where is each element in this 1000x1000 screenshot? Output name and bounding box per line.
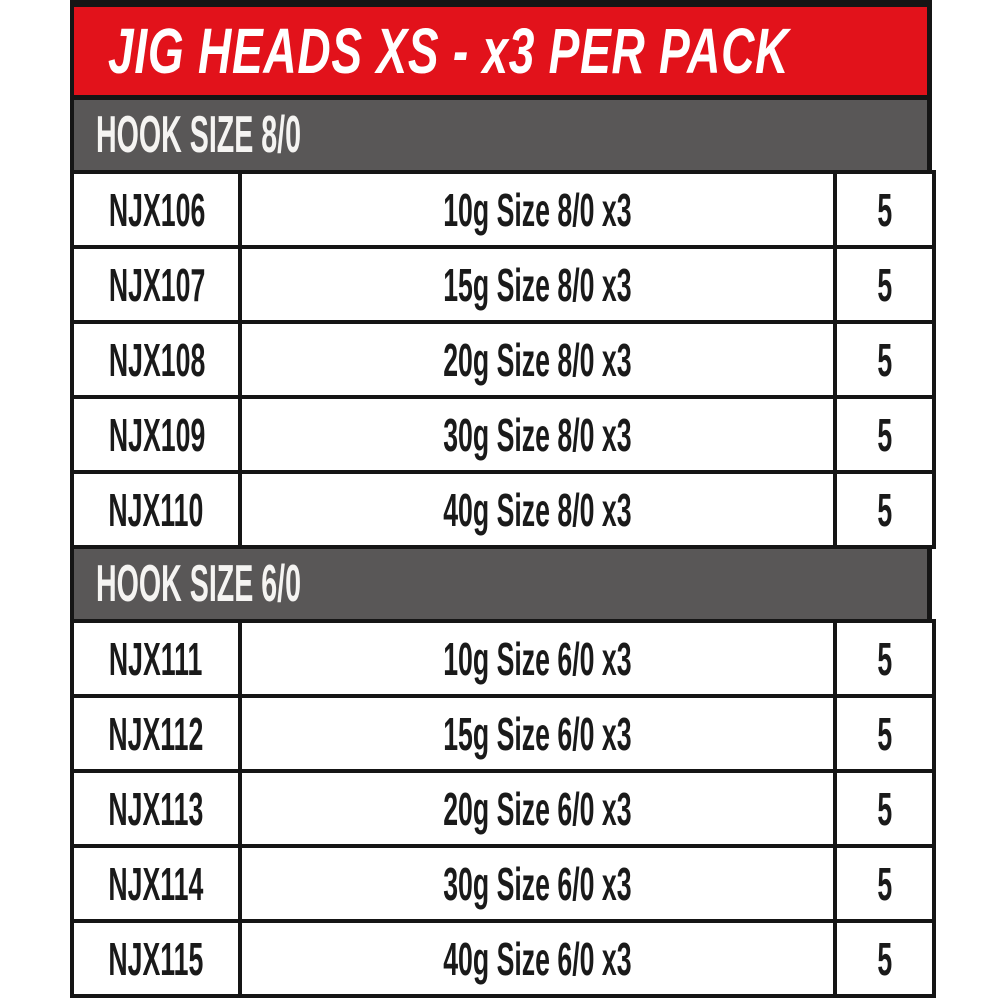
product-desc-cell: 20g Size 8/0 x3 (238, 320, 837, 399)
product-desc-cell: 40g Size 6/0 x3 (238, 919, 837, 998)
product-table-6-0: NJX111 10g Size 6/0 x3 5 NJX112 15g Size… (70, 619, 936, 998)
product-desc-cell: 15g Size 8/0 x3 (238, 245, 837, 324)
product-qty-cell: 5 (833, 245, 936, 324)
product-code: NJX110 (108, 483, 204, 536)
product-code: NJX107 (108, 258, 206, 311)
product-qty: 5 (877, 932, 892, 985)
table-row: NJX106 10g Size 8/0 x3 5 (70, 170, 936, 249)
product-code: NJX106 (108, 183, 206, 236)
product-qty-cell: 5 (833, 844, 936, 923)
product-qty: 5 (877, 183, 892, 236)
product-desc: 30g Size 8/0 x3 (443, 408, 632, 461)
product-code: NJX109 (108, 408, 206, 461)
product-code: NJX114 (108, 857, 204, 910)
product-desc: 40g Size 8/0 x3 (443, 483, 632, 536)
product-code: NJX113 (108, 782, 204, 835)
product-desc-cell: 10g Size 6/0 x3 (238, 619, 837, 698)
product-code-cell: NJX113 (70, 769, 242, 848)
product-code-cell: NJX111 (70, 619, 242, 698)
product-code-cell: NJX106 (70, 170, 242, 249)
product-table-8-0: NJX106 10g Size 8/0 x3 5 NJX107 15g Size… (70, 170, 936, 549)
page-title: JIG HEADS XS - x3 PER PACK (108, 15, 790, 87)
product-desc: 10g Size 6/0 x3 (443, 632, 632, 685)
product-desc: 10g Size 8/0 x3 (443, 183, 632, 236)
product-qty: 5 (877, 707, 892, 760)
section-header-6-0: HOOK SIZE 6/0 (70, 549, 932, 619)
table-row: NJX114 30g Size 6/0 x3 5 (70, 844, 936, 923)
title-banner: JIG HEADS XS - x3 PER PACK (70, 7, 932, 100)
top-border-bar (70, 0, 932, 7)
product-qty: 5 (877, 408, 892, 461)
product-code-cell: NJX114 (70, 844, 242, 923)
product-code-cell: NJX108 (70, 320, 242, 399)
product-desc: 20g Size 8/0 x3 (443, 333, 632, 386)
section-header-label: HOOK SIZE 6/0 (96, 555, 302, 613)
product-code-cell: NJX112 (70, 694, 242, 773)
table-row: NJX108 20g Size 8/0 x3 5 (70, 320, 936, 399)
product-qty: 5 (877, 483, 892, 536)
product-desc-cell: 10g Size 8/0 x3 (238, 170, 837, 249)
product-code: NJX115 (108, 932, 204, 985)
product-qty-cell: 5 (833, 919, 936, 998)
product-qty-cell: 5 (833, 395, 936, 474)
product-code-cell: NJX110 (70, 470, 242, 549)
product-code: NJX112 (108, 707, 204, 760)
product-code-cell: NJX115 (70, 919, 242, 998)
product-qty-cell: 5 (833, 320, 936, 399)
jig-heads-table: JIG HEADS XS - x3 PER PACK HOOK SIZE 8/0… (70, 0, 936, 998)
product-qty-cell: 5 (833, 470, 936, 549)
table-row: NJX109 30g Size 8/0 x3 5 (70, 395, 936, 474)
table-row: NJX107 15g Size 8/0 x3 5 (70, 245, 936, 324)
product-code: NJX108 (108, 333, 206, 386)
product-qty-cell: 5 (833, 619, 936, 698)
product-qty: 5 (877, 632, 892, 685)
table-row: NJX111 10g Size 6/0 x3 5 (70, 619, 936, 698)
table-row: NJX112 15g Size 6/0 x3 5 (70, 694, 936, 773)
table-row: NJX115 40g Size 6/0 x3 5 (70, 919, 936, 998)
section-header-8-0: HOOK SIZE 8/0 (70, 100, 932, 170)
table-row: NJX110 40g Size 8/0 x3 5 (70, 470, 936, 549)
product-qty-cell: 5 (833, 769, 936, 848)
product-desc-cell: 15g Size 6/0 x3 (238, 694, 837, 773)
product-desc-cell: 30g Size 8/0 x3 (238, 395, 837, 474)
product-qty: 5 (877, 333, 892, 386)
product-desc: 20g Size 6/0 x3 (443, 782, 632, 835)
product-desc: 30g Size 6/0 x3 (443, 857, 632, 910)
product-qty: 5 (877, 857, 892, 910)
product-desc: 15g Size 8/0 x3 (443, 258, 632, 311)
product-code-cell: NJX109 (70, 395, 242, 474)
product-desc-cell: 40g Size 8/0 x3 (238, 470, 837, 549)
product-desc-cell: 20g Size 6/0 x3 (238, 769, 837, 848)
product-desc: 15g Size 6/0 x3 (443, 707, 632, 760)
section-header-label: HOOK SIZE 8/0 (96, 106, 302, 164)
product-qty-cell: 5 (833, 694, 936, 773)
product-code: NJX111 (109, 632, 203, 685)
product-code-cell: NJX107 (70, 245, 242, 324)
product-desc-cell: 30g Size 6/0 x3 (238, 844, 837, 923)
product-qty-cell: 5 (833, 170, 936, 249)
product-qty: 5 (877, 258, 892, 311)
product-qty: 5 (877, 782, 892, 835)
table-row: NJX113 20g Size 6/0 x3 5 (70, 769, 936, 848)
product-desc: 40g Size 6/0 x3 (443, 932, 632, 985)
